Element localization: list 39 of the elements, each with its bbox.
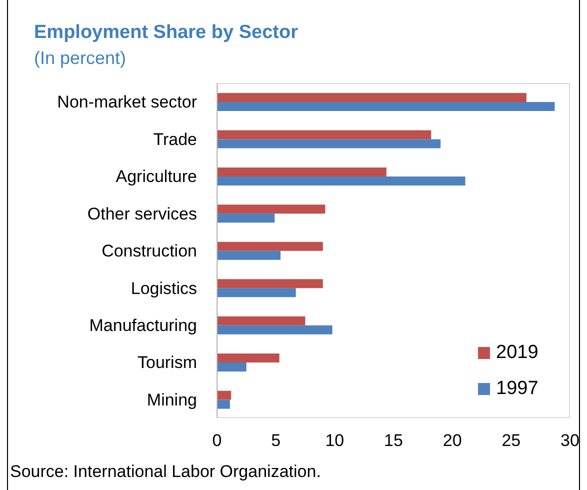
legend-label: 2019 (496, 342, 538, 364)
y-tick-label: Construction (102, 242, 197, 261)
bar (217, 288, 296, 298)
bar (217, 316, 306, 326)
bar (217, 390, 232, 400)
bar (217, 354, 280, 363)
y-tick-label: Other services (87, 204, 197, 224)
y-tick-label: Tourism (137, 353, 197, 372)
bar (217, 167, 386, 176)
chart-subtitle: (In percent) (34, 48, 126, 69)
x-tick-label: 10 (325, 431, 344, 450)
bar (217, 362, 246, 372)
bar (217, 204, 326, 214)
bar (217, 279, 323, 288)
x-tick-label: 25 (502, 431, 521, 450)
legend-label: 1997 (496, 378, 538, 400)
y-tick-label: Mining (146, 390, 197, 410)
bar (217, 214, 275, 223)
x-tick-label: 5 (271, 431, 281, 450)
x-tick-label: 30 (560, 431, 580, 450)
x-tick-label: 20 (442, 431, 462, 450)
bar (217, 102, 555, 111)
bar (217, 250, 281, 260)
y-tick-label: Logistics (130, 278, 197, 298)
y-tick-label: Agriculture (116, 167, 197, 186)
y-tick-label: Manufacturing (89, 316, 197, 335)
bar (217, 130, 432, 140)
bar (217, 325, 332, 334)
y-tick-label: Non-market sector (57, 92, 198, 112)
bar (217, 242, 323, 251)
bar (217, 176, 466, 186)
bar (217, 400, 230, 409)
x-tick-label: 15 (384, 431, 403, 450)
bar (217, 93, 526, 102)
y-tick-label: Trade (153, 130, 197, 149)
chart-title: Employment Share by Sector (34, 22, 298, 44)
source-note: Source: International Labor Organization. (10, 462, 321, 482)
x-tick-label: 0 (212, 431, 222, 450)
bar (217, 139, 441, 148)
